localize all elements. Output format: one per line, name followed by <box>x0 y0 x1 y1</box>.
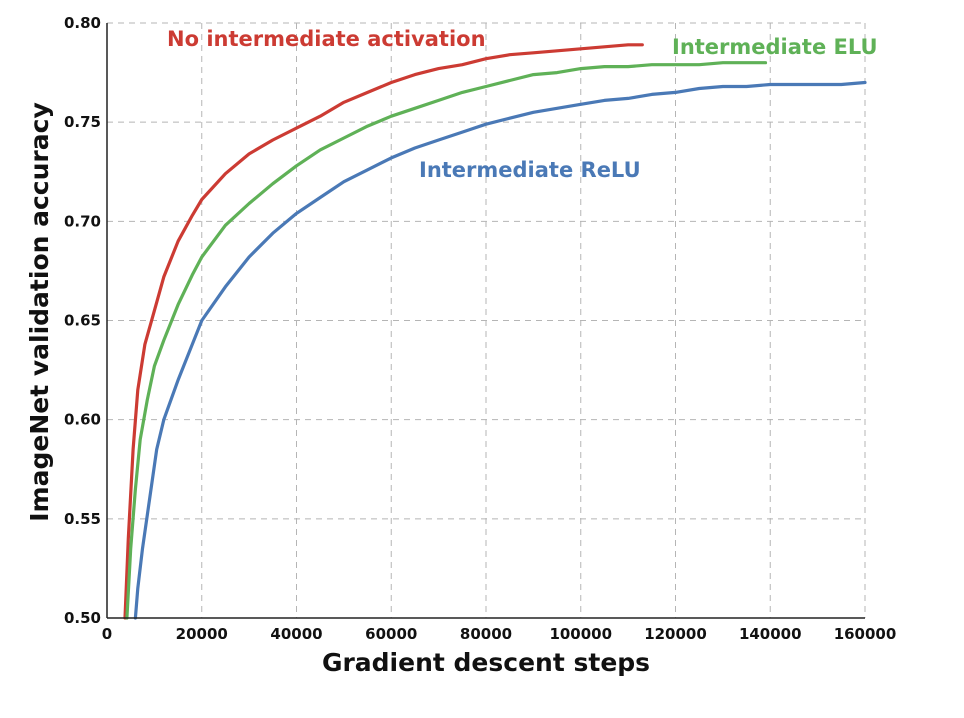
series-line-intermediate-elu <box>125 61 768 620</box>
x-tick-label: 120000 <box>644 625 707 643</box>
y-tick-label: 0.60 <box>64 411 101 429</box>
y-tick-label: 0.75 <box>64 113 101 131</box>
x-tick-label: 100000 <box>549 625 612 643</box>
grid <box>107 22 866 618</box>
x-tick-label: 0 <box>102 625 112 643</box>
y-tick-label: 0.55 <box>64 510 101 528</box>
y-tick-label: 0.65 <box>64 312 101 330</box>
series-line-intermediate-relu <box>133 80 867 620</box>
x-tick-label: 80000 <box>460 625 512 643</box>
series-layer <box>123 43 867 620</box>
x-tick-label: 40000 <box>270 625 322 643</box>
x-tick-label: 60000 <box>365 625 417 643</box>
y-tick-label: 0.70 <box>64 212 101 230</box>
series-line-no-intermediate-activation <box>123 43 644 620</box>
series-label-no-intermediate-activation: No intermediate activation <box>167 27 486 51</box>
x-tick-label: 20000 <box>176 625 228 643</box>
x-axis-title: Gradient descent steps <box>322 648 650 677</box>
axes <box>106 23 865 619</box>
series-label-intermediate-relu: Intermediate ReLU <box>419 158 641 182</box>
series-label-intermediate-elu: Intermediate ELU <box>672 35 878 59</box>
x-tick-label: 160000 <box>834 625 897 643</box>
y-axis-title: ImageNet validation accuracy <box>25 102 54 522</box>
x-tick-labels: 0 20000 40000 60000 80000 100000 120000 140000 1… <box>102 625 897 643</box>
x-tick-label: 140000 <box>739 625 802 643</box>
y-tick-labels: 0.50 0.55 0.60 0.65 0.70 0.75 0.80 <box>64 14 101 627</box>
y-tick-label: 0.80 <box>64 14 101 32</box>
y-tick-label: 0.50 <box>64 609 101 627</box>
